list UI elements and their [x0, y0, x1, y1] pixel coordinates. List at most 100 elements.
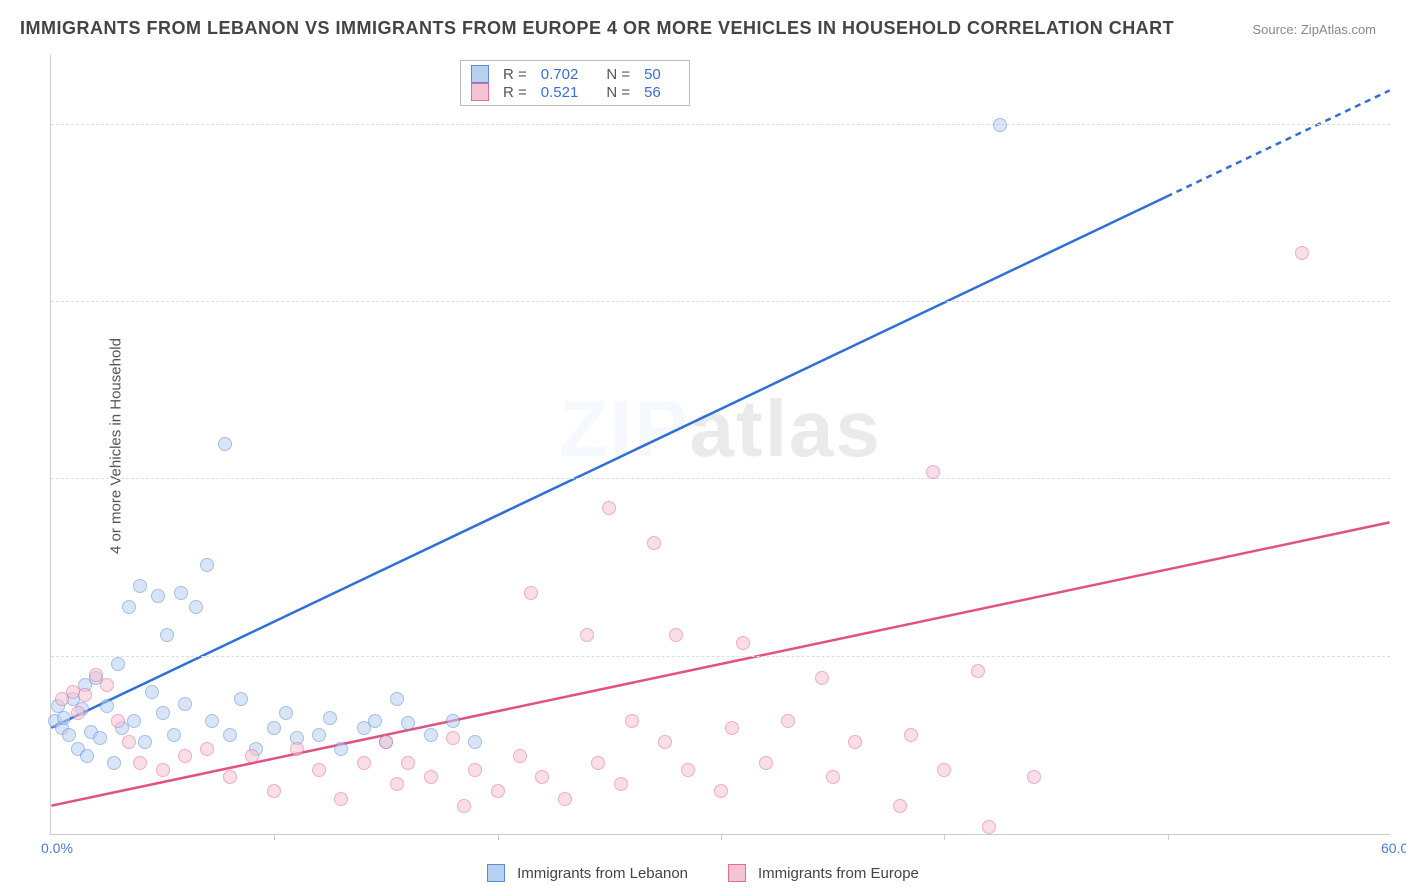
- point-lebanon: [100, 699, 114, 713]
- point-europe: [647, 536, 661, 550]
- point-lebanon: [167, 728, 181, 742]
- point-europe: [826, 770, 840, 784]
- scatter-plot: ZIPatlas 12.5%25.0%37.5%50.0%0.0%60.0%: [50, 55, 1390, 835]
- point-europe: [111, 714, 125, 728]
- legend-item-europe: Immigrants from Europe: [728, 864, 919, 882]
- point-lebanon: [156, 706, 170, 720]
- point-europe: [669, 628, 683, 642]
- x-tick-label: 0.0%: [41, 840, 73, 856]
- point-lebanon: [189, 600, 203, 614]
- point-lebanon: [205, 714, 219, 728]
- x-minor-tick: [274, 834, 275, 840]
- point-lebanon: [93, 731, 107, 745]
- source-label: Source: ZipAtlas.com: [1252, 22, 1376, 37]
- n-value: 50: [644, 66, 661, 83]
- correlation-legend: R = 0.702 N = 50 R = 0.521 N = 56: [460, 60, 690, 106]
- x-minor-tick: [498, 834, 499, 840]
- point-europe: [848, 735, 862, 749]
- point-lebanon: [993, 118, 1007, 132]
- legend-item-lebanon: Immigrants from Lebanon: [487, 864, 688, 882]
- legend-label: Immigrants from Lebanon: [517, 865, 688, 882]
- point-lebanon: [200, 558, 214, 572]
- point-lebanon: [178, 697, 192, 711]
- point-europe: [893, 799, 907, 813]
- point-lebanon: [57, 711, 71, 725]
- point-europe: [200, 742, 214, 756]
- point-europe: [491, 784, 505, 798]
- point-europe: [904, 728, 918, 742]
- point-europe: [78, 688, 92, 702]
- point-lebanon: [334, 742, 348, 756]
- point-lebanon: [424, 728, 438, 742]
- point-europe: [971, 664, 985, 678]
- chart-title: IMMIGRANTS FROM LEBANON VS IMMIGRANTS FR…: [20, 18, 1174, 39]
- point-europe: [580, 628, 594, 642]
- point-europe: [535, 770, 549, 784]
- x-minor-tick: [1168, 834, 1169, 840]
- point-europe: [401, 756, 415, 770]
- point-europe: [815, 671, 829, 685]
- r-value: 0.702: [541, 66, 579, 83]
- point-lebanon: [160, 628, 174, 642]
- swatch-lebanon: [471, 65, 489, 83]
- gridline: [51, 478, 1390, 479]
- point-lebanon: [223, 728, 237, 742]
- swatch-europe: [471, 83, 489, 101]
- point-lebanon: [80, 749, 94, 763]
- point-lebanon: [174, 586, 188, 600]
- point-lebanon: [279, 706, 293, 720]
- point-lebanon: [312, 728, 326, 742]
- point-europe: [1295, 246, 1309, 260]
- point-lebanon: [107, 756, 121, 770]
- point-lebanon: [368, 714, 382, 728]
- gridline: [51, 656, 1390, 657]
- r-value: 0.521: [541, 84, 579, 101]
- point-europe: [390, 777, 404, 791]
- point-lebanon: [267, 721, 281, 735]
- n-label: N =: [606, 66, 630, 83]
- point-europe: [312, 763, 326, 777]
- point-lebanon: [122, 600, 136, 614]
- gridline: [51, 124, 1390, 125]
- point-europe: [379, 735, 393, 749]
- x-minor-tick: [721, 834, 722, 840]
- point-europe: [982, 820, 996, 834]
- point-lebanon: [138, 735, 152, 749]
- point-europe: [245, 749, 259, 763]
- point-europe: [457, 799, 471, 813]
- point-lebanon: [446, 714, 460, 728]
- point-europe: [513, 749, 527, 763]
- point-lebanon: [111, 657, 125, 671]
- point-europe: [156, 763, 170, 777]
- point-europe: [937, 763, 951, 777]
- point-europe: [558, 792, 572, 806]
- point-europe: [1027, 770, 1041, 784]
- r-label: R =: [503, 66, 527, 83]
- r-label: R =: [503, 84, 527, 101]
- point-europe: [725, 721, 739, 735]
- series-legend: Immigrants from Lebanon Immigrants from …: [0, 864, 1406, 882]
- point-europe: [781, 714, 795, 728]
- point-lebanon: [468, 735, 482, 749]
- swatch-lebanon: [487, 864, 505, 882]
- point-europe: [122, 735, 136, 749]
- point-europe: [334, 792, 348, 806]
- point-europe: [926, 465, 940, 479]
- x-tick-label: 60.0%: [1381, 840, 1406, 856]
- point-europe: [602, 501, 616, 515]
- legend-label: Immigrants from Europe: [758, 865, 919, 882]
- x-minor-tick: [944, 834, 945, 840]
- point-europe: [468, 763, 482, 777]
- point-europe: [681, 763, 695, 777]
- point-europe: [524, 586, 538, 600]
- point-europe: [71, 706, 85, 720]
- swatch-europe: [728, 864, 746, 882]
- point-europe: [714, 784, 728, 798]
- point-europe: [625, 714, 639, 728]
- gridline: [51, 301, 1390, 302]
- point-europe: [424, 770, 438, 784]
- legend-row-europe: R = 0.521 N = 56: [471, 83, 679, 101]
- point-europe: [223, 770, 237, 784]
- point-europe: [100, 678, 114, 692]
- legend-row-lebanon: R = 0.702 N = 50: [471, 65, 679, 83]
